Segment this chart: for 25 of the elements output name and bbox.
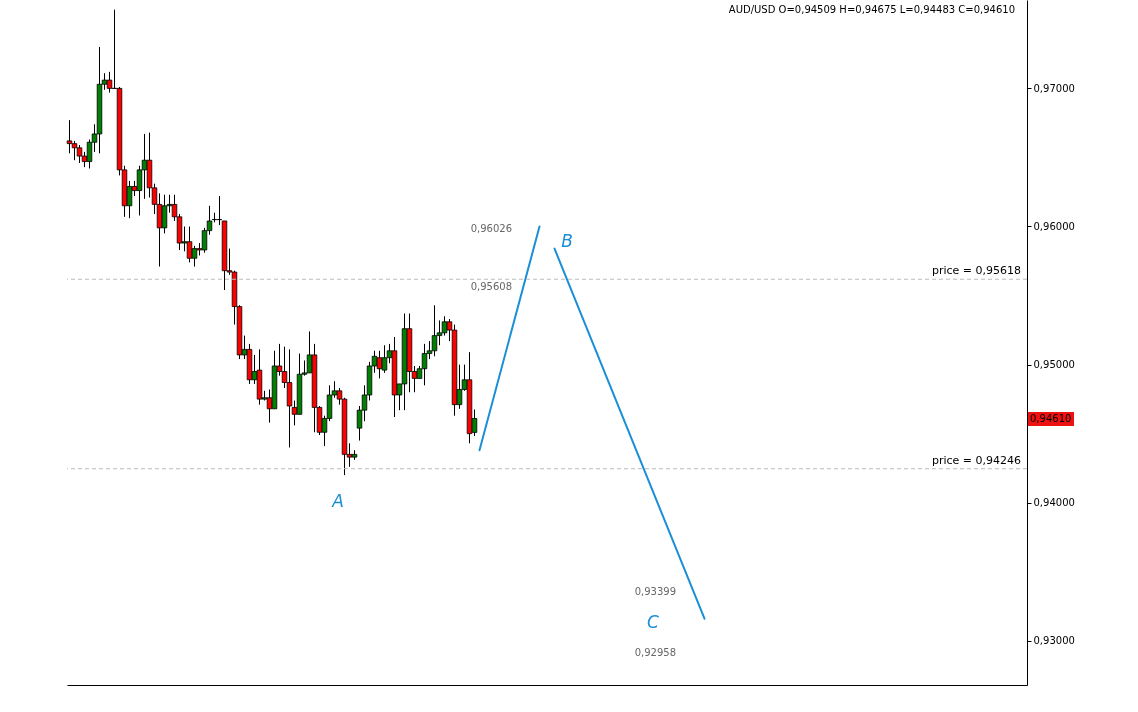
annotation: C	[647, 612, 660, 632]
y-tick-label: 0,93000	[1033, 635, 1075, 647]
candlestick	[286, 348, 293, 448]
candlestick	[381, 344, 388, 374]
annotation: 0,96026	[470, 223, 512, 234]
text: 0,94610	[1030, 413, 1072, 424]
y-tick-label: 0,96000	[1033, 220, 1075, 232]
candlestick	[186, 225, 193, 263]
annotation: 0,93399	[634, 586, 676, 597]
ref-line-label: price = 0,95618	[931, 264, 1021, 278]
annotation: 0,95608	[470, 281, 512, 292]
candlestick	[191, 245, 198, 268]
candlestick	[441, 315, 448, 337]
candlestick	[71, 140, 78, 161]
annotation: B	[561, 231, 573, 251]
candlestick	[66, 119, 73, 154]
annotation: 0,92958	[634, 647, 676, 658]
y-tick-label: 0,97000	[1033, 82, 1075, 94]
candlestick	[376, 350, 383, 379]
y-tick-label: 0,95000	[1033, 359, 1075, 371]
ref-line-label: price = 0,94246	[931, 453, 1021, 467]
annotation: A	[331, 491, 344, 511]
candlestick	[431, 304, 438, 357]
chart-title: AUD/USD O=0,94509 H=0,94675 L=0,94483 C=0,94610	[728, 4, 1015, 15]
y-tick-label: 0,94000	[1033, 497, 1075, 509]
